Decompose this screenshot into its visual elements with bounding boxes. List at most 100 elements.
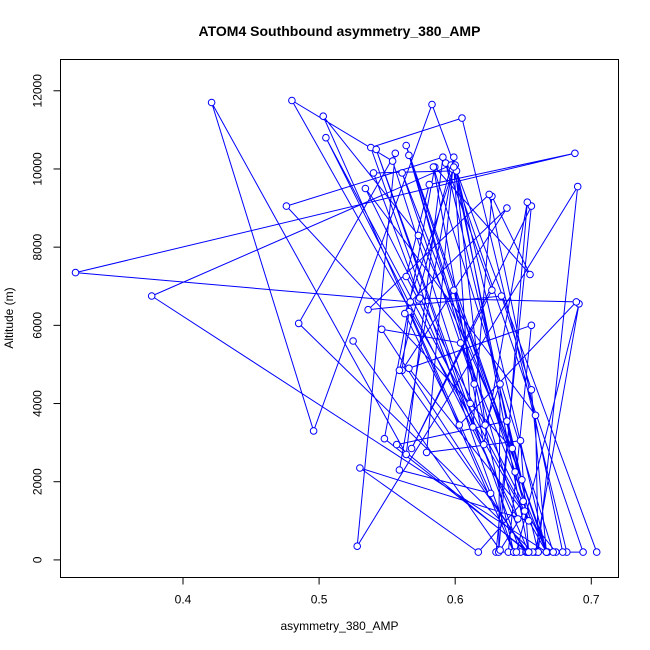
data-point — [429, 163, 438, 171]
data-point — [524, 517, 533, 525]
data-point — [470, 380, 479, 388]
data-point — [380, 434, 389, 443]
data-point — [518, 476, 526, 484]
data-point — [531, 411, 540, 420]
data-point — [364, 305, 372, 314]
data-point — [353, 542, 362, 551]
data-point — [309, 427, 318, 435]
data-point — [519, 497, 528, 506]
data-point — [294, 319, 303, 328]
data-point — [592, 548, 601, 556]
data-point — [508, 444, 517, 453]
data-point — [450, 163, 458, 171]
data-point — [391, 149, 400, 158]
data-point — [147, 292, 156, 300]
data-point — [496, 380, 504, 388]
data-point — [458, 114, 466, 122]
data-point — [372, 145, 381, 154]
data-point — [439, 153, 447, 161]
data-point — [388, 157, 397, 165]
data-point — [450, 153, 458, 161]
series-points — [71, 96, 601, 556]
data-point — [549, 548, 558, 556]
data-point — [414, 231, 423, 240]
data-point — [469, 423, 477, 431]
data-point — [377, 325, 386, 334]
data-point — [527, 321, 536, 330]
data-point — [514, 515, 522, 523]
data-point — [455, 421, 464, 429]
data-point — [523, 198, 532, 206]
data-point — [349, 337, 357, 345]
data-point — [395, 466, 404, 474]
data-point — [496, 546, 504, 554]
data-point — [524, 548, 533, 556]
plot-frame — [60, 59, 619, 578]
data-point — [282, 202, 291, 210]
data-point — [406, 298, 415, 306]
data-point — [395, 366, 404, 375]
data-point — [402, 141, 411, 150]
data-point — [485, 190, 494, 199]
data-point — [322, 133, 330, 142]
data-point — [288, 96, 296, 105]
data-point — [456, 339, 465, 347]
x-axis: 0.4 0.5 0.6 0.7 — [175, 577, 600, 607]
data-point — [486, 489, 495, 498]
series-line — [75, 99, 598, 554]
data-point — [422, 448, 431, 457]
data-point — [450, 286, 458, 295]
y-tick-label: 12000 — [31, 74, 45, 108]
data-point — [319, 112, 328, 120]
data-point — [401, 309, 409, 318]
y-axis-label: Altitude (m) — [2, 287, 16, 348]
data-point — [520, 507, 529, 515]
data-point — [416, 294, 424, 302]
data-point — [356, 464, 364, 472]
y-tick-label: 10000 — [31, 152, 45, 186]
y-tick-label: 6000 — [31, 312, 45, 339]
data-point — [481, 421, 489, 429]
data-point — [503, 204, 511, 212]
data-point — [474, 548, 483, 556]
data-point — [402, 272, 411, 281]
x-tick-label: 0.4 — [175, 593, 192, 607]
data-point — [428, 100, 436, 109]
y-axis: 0 2000 4000 6000 8000 10000 12000 — [31, 74, 61, 563]
data-point — [527, 386, 536, 394]
data-point — [516, 436, 525, 445]
data-point — [526, 270, 534, 279]
y-tick-label: 2000 — [31, 468, 45, 495]
data-point — [511, 468, 519, 476]
data-point — [392, 440, 401, 449]
x-tick-label: 0.7 — [583, 593, 600, 607]
y-tick-label: 0 — [31, 556, 45, 563]
data-point — [361, 184, 370, 193]
data-point — [572, 298, 581, 306]
data-point — [71, 268, 80, 277]
data-point — [407, 444, 416, 453]
data-point — [542, 548, 551, 556]
y-tick-label: 4000 — [31, 390, 45, 417]
data-point — [503, 417, 511, 425]
data-point — [207, 98, 216, 107]
chart-title: ATOM4 Southbound asymmetry_380_AMP — [199, 23, 481, 39]
series-line-path — [75, 99, 598, 554]
x-tick-label: 0.6 — [447, 593, 464, 607]
y-tick-label: 8000 — [31, 233, 45, 260]
data-point — [466, 399, 475, 408]
data-point — [405, 364, 413, 373]
data-point — [488, 286, 496, 295]
data-point — [402, 450, 411, 459]
data-point — [480, 440, 488, 449]
data-point — [405, 151, 413, 160]
data-point — [425, 180, 434, 189]
data-point — [573, 182, 582, 191]
data-point — [369, 169, 378, 177]
data-point — [512, 548, 521, 556]
data-point — [558, 548, 567, 556]
x-axis-label: asymmetry_380_AMP — [280, 619, 398, 633]
data-point — [398, 169, 406, 177]
data-point — [571, 149, 579, 158]
